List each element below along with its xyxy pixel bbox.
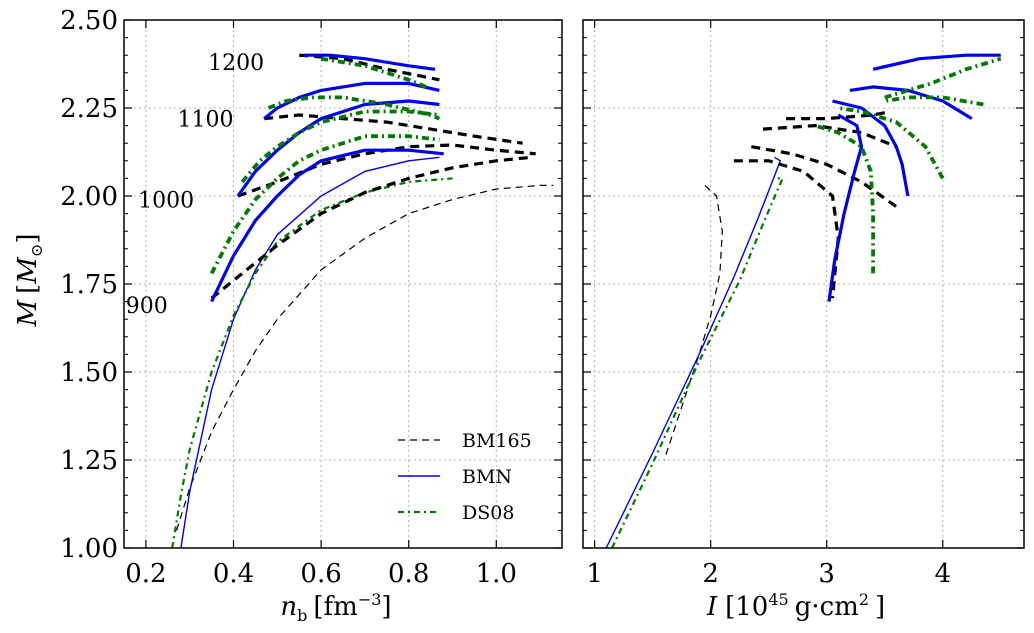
series-bmn-static bbox=[605, 156, 781, 548]
series-ds08-rot-1200 bbox=[320, 56, 427, 89]
frequency-label: 1000 bbox=[138, 189, 194, 214]
series-bmn-rot-900 bbox=[210, 148, 444, 303]
left-annotations: 1200 1100 1000 900 bbox=[126, 51, 264, 319]
y-unit-var: M bbox=[13, 256, 43, 285]
left-x-axis-title: nb [fm−3] bbox=[280, 590, 391, 625]
series-ds08-rot-900 bbox=[814, 123, 875, 274]
series-bm165-static bbox=[176, 184, 554, 531]
i-unit-sup: 45 bbox=[768, 590, 788, 609]
series-ds08-rot-1000 bbox=[838, 106, 945, 180]
series-bmn-rot-1100 bbox=[263, 81, 440, 120]
series-bm165-rot-1100 bbox=[264, 113, 523, 145]
series-bm165-rot-1100 bbox=[762, 123, 897, 149]
x-sub: b bbox=[297, 606, 307, 625]
series-bm165-rot-1000 bbox=[751, 145, 898, 208]
i-unit-sup2: 2 bbox=[859, 590, 869, 609]
series-bm165-rot-900 bbox=[210, 155, 532, 300]
x-tick-label: 0.4 bbox=[213, 559, 254, 589]
series-ds08-rot-1100 bbox=[267, 95, 441, 121]
y-axis-title: M[M⊙] bbox=[13, 234, 46, 328]
x-tick-label: 4 bbox=[934, 559, 951, 589]
i-unit-mid: g·cm bbox=[795, 592, 859, 622]
x-var: n bbox=[280, 592, 297, 622]
i-unit-open: [10 bbox=[725, 592, 768, 622]
legend-label-bm165: BM165 bbox=[462, 430, 532, 452]
left-panel: 1.00 1.25 1.50 1.75 2.00 2.25 2.50 0.2 0.4 0.6 0.8… bbox=[13, 6, 563, 625]
right-grid bbox=[583, 19, 1024, 549]
left-series bbox=[171, 53, 554, 548]
x-tick-label: 0.6 bbox=[300, 559, 341, 589]
right-series bbox=[605, 53, 1002, 548]
x-tick-label: 0.8 bbox=[388, 559, 429, 589]
series-bmn-rot-1200 bbox=[872, 53, 1001, 71]
series-ds08-rot-1000 bbox=[240, 109, 440, 184]
series-bm165-rot-1200 bbox=[786, 109, 891, 121]
series-bmn-rot-1100 bbox=[849, 85, 973, 120]
y-tick-label: 2.00 bbox=[60, 182, 118, 212]
series-bm165-rot-1200 bbox=[299, 53, 440, 82]
y-tick-label: 2.50 bbox=[60, 6, 118, 36]
y-unit-open: [ bbox=[13, 284, 43, 294]
x-unit-close: ] bbox=[381, 592, 391, 622]
series-ds08-rot-1100 bbox=[884, 95, 984, 107]
y-unit-close: ] bbox=[13, 234, 43, 244]
frequency-label: 1200 bbox=[208, 51, 264, 76]
series-ds08-rot-1200 bbox=[884, 56, 1002, 100]
legend: BM165 BMN DS08 bbox=[398, 430, 532, 524]
y-tick-label: 1.25 bbox=[60, 446, 118, 476]
legend-label-ds08: DS08 bbox=[462, 502, 514, 524]
series-ds08-static bbox=[171, 177, 453, 548]
series-bmn-rot-900 bbox=[827, 113, 864, 302]
series-bmn-static bbox=[180, 156, 440, 548]
y-var: M bbox=[13, 298, 43, 327]
series-bm165-rot-900 bbox=[733, 159, 840, 299]
left-ticks: 1.00 1.25 1.50 1.75 2.00 2.25 2.50 0.2 0.4 0.6 0.8… bbox=[60, 6, 562, 589]
y-tick-label: 1.00 bbox=[60, 534, 118, 564]
y-unit-sub: ⊙ bbox=[27, 244, 46, 257]
x-tick-label: 1.0 bbox=[476, 559, 517, 589]
y-tick-label: 1.50 bbox=[60, 358, 118, 388]
right-ticks: 1 2 3 4 bbox=[583, 19, 1024, 589]
x-tick-label: 0.2 bbox=[125, 559, 166, 589]
x-tick-label: 3 bbox=[818, 559, 835, 589]
i-unit-close: ] bbox=[875, 592, 885, 622]
series-ds08-static bbox=[611, 177, 784, 548]
y-tick-label: 2.25 bbox=[60, 94, 118, 124]
series-bmn-rot-1000 bbox=[832, 99, 910, 197]
series-ds08-rot-900 bbox=[209, 134, 440, 275]
legend-label-bmn: BMN bbox=[462, 466, 512, 488]
x-tick-label: 1 bbox=[586, 559, 603, 589]
frequency-label: 900 bbox=[126, 294, 168, 319]
i-var: I bbox=[706, 592, 718, 622]
series-bmn-rot-1200 bbox=[303, 53, 436, 71]
frequency-label: 1100 bbox=[178, 108, 234, 133]
x-unit-sup: −3 bbox=[358, 590, 382, 609]
x-unit-open: [fm bbox=[313, 592, 357, 622]
y-tick-label: 1.75 bbox=[60, 270, 118, 300]
right-x-axis-title: I [1045 g·cm2] bbox=[706, 590, 885, 622]
x-tick-label: 2 bbox=[702, 559, 719, 589]
series-bm165-rot-1000 bbox=[237, 143, 536, 198]
